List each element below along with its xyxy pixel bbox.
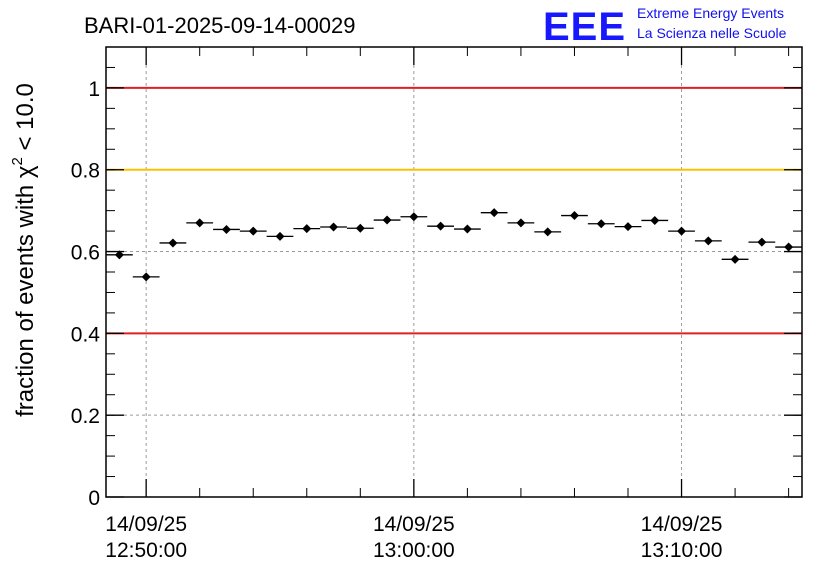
data-point bbox=[748, 237, 776, 247]
y-tick-label: 0.8 bbox=[71, 160, 100, 183]
y-tick-label: 0.2 bbox=[71, 405, 100, 428]
data-point bbox=[775, 242, 802, 252]
data-point-marker bbox=[329, 222, 339, 232]
data-points bbox=[106, 208, 802, 282]
x-tick-time-label: 13:10:00 bbox=[641, 539, 723, 562]
data-point-marker bbox=[355, 223, 365, 233]
data-point bbox=[641, 215, 669, 225]
data-point bbox=[293, 224, 321, 234]
y-tick-label: 0.4 bbox=[71, 323, 101, 346]
eee-logo-line1: Extreme Energy Events bbox=[637, 5, 784, 21]
data-point-marker bbox=[168, 238, 178, 248]
data-point bbox=[454, 224, 481, 234]
data-point bbox=[561, 211, 588, 221]
x-tick-time-label: 13:00:00 bbox=[373, 539, 455, 562]
data-point-marker bbox=[730, 254, 740, 264]
data-point bbox=[480, 208, 508, 218]
data-point bbox=[373, 215, 401, 225]
data-point-marker bbox=[757, 237, 767, 247]
data-point-marker bbox=[248, 226, 258, 236]
data-point-marker bbox=[703, 236, 713, 246]
data-point-marker bbox=[195, 218, 205, 228]
data-point bbox=[427, 221, 454, 231]
data-point-marker bbox=[275, 231, 285, 241]
y-tick-label: 0 bbox=[88, 487, 100, 510]
data-point-marker bbox=[382, 215, 392, 225]
data-point bbox=[239, 226, 267, 236]
data-point bbox=[186, 218, 214, 228]
y-axis-title-symbol: χ bbox=[12, 165, 39, 178]
axis-ticks bbox=[106, 46, 802, 498]
data-point-marker bbox=[302, 224, 312, 234]
chart-title: BARI-01-2025-09-14-00029 bbox=[84, 13, 356, 38]
x-tick-date-label: 14/09/25 bbox=[105, 513, 187, 536]
y-axis-title-superscript: 2 bbox=[9, 157, 26, 165]
data-point bbox=[320, 222, 347, 232]
grid-lines bbox=[106, 47, 802, 498]
data-point-marker bbox=[569, 211, 579, 221]
y-axis-title: fraction of events with χ2 < 10.0 bbox=[9, 83, 39, 417]
data-point-marker bbox=[436, 221, 446, 231]
data-point bbox=[266, 231, 294, 241]
eee-logo-mark: EEE bbox=[543, 5, 626, 49]
data-point-marker bbox=[516, 218, 526, 228]
data-point bbox=[106, 250, 133, 260]
y-axis-title-suffix: < 10.0 bbox=[12, 83, 39, 157]
data-point bbox=[132, 272, 160, 282]
data-point bbox=[507, 218, 535, 228]
data-point-marker bbox=[784, 242, 794, 252]
data-point bbox=[614, 222, 642, 232]
data-point-marker bbox=[489, 208, 499, 218]
data-point bbox=[346, 223, 374, 233]
data-point-marker bbox=[141, 272, 151, 282]
data-point bbox=[694, 236, 722, 246]
plot-frame bbox=[105, 46, 803, 498]
y-axis-title-prefix: fraction of events with bbox=[12, 178, 39, 417]
eee-logo-line2: La Scienza nelle Scuole bbox=[637, 25, 787, 41]
data-point-marker bbox=[543, 227, 553, 237]
data-point-marker bbox=[462, 224, 472, 234]
data-point bbox=[587, 219, 615, 229]
eee-logo: EEE Extreme Energy Events La Scienza nel… bbox=[543, 5, 787, 49]
data-point-marker bbox=[650, 215, 660, 225]
data-point bbox=[159, 238, 187, 248]
data-point-marker bbox=[677, 226, 687, 236]
data-point-marker bbox=[221, 224, 231, 234]
data-point bbox=[534, 227, 562, 237]
x-tick-time-label: 12:50:00 bbox=[105, 539, 187, 562]
data-point-marker bbox=[114, 250, 124, 260]
y-tick-label: 0.6 bbox=[71, 242, 100, 265]
data-point-marker bbox=[409, 212, 419, 222]
x-tick-date-label: 14/09/25 bbox=[641, 513, 723, 536]
data-point bbox=[668, 226, 695, 236]
reference-lines bbox=[106, 86, 802, 335]
x-tick-date-label: 14/09/25 bbox=[373, 513, 455, 536]
data-point-marker bbox=[596, 219, 606, 229]
y-tick-label: 1 bbox=[88, 78, 100, 101]
data-point bbox=[213, 224, 240, 234]
data-point bbox=[721, 254, 749, 264]
data-point bbox=[400, 212, 428, 222]
data-point-marker bbox=[623, 222, 633, 232]
